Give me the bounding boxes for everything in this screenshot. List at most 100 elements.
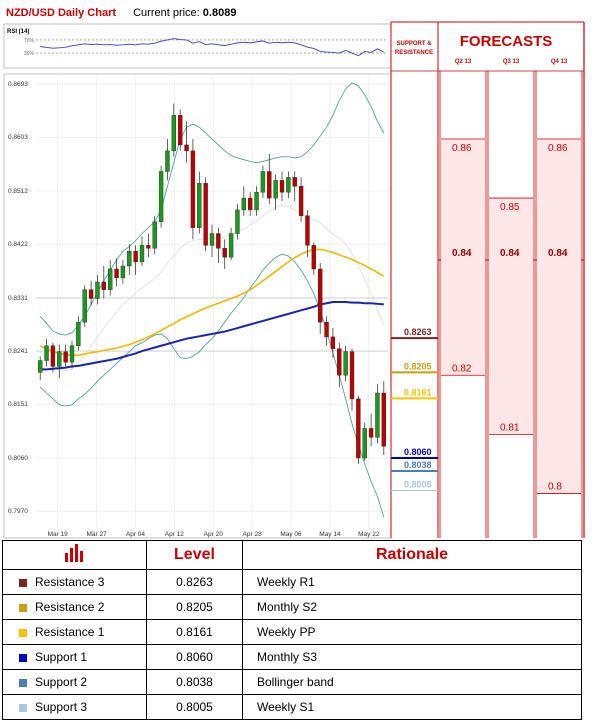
candle [216, 233, 221, 249]
level-name: Resistance 2 [35, 600, 105, 614]
level-name-cell: Resistance 2 [2, 594, 147, 620]
candle [57, 351, 62, 367]
forecast-consensus-value: 0.84 [452, 248, 472, 259]
sr-title: SUPPORT & [396, 41, 432, 47]
level-value: 0.8038 [146, 669, 243, 695]
levels-table: Level Rationale Resistance 3 0.8263 Weekly… [2, 540, 582, 720]
levels-body: Resistance 3 0.8263 Weekly R1 Resistance 2 0… [2, 569, 582, 720]
forecast-low-value: 0.82 [452, 363, 472, 374]
level-value: 0.8263 [146, 569, 243, 595]
levels-header-row: Level Rationale [2, 540, 582, 570]
y-tick-label: 0.8060 [8, 455, 28, 462]
levels-row: Support 2 0.8038 Bollinger band [2, 669, 582, 695]
candle [311, 245, 316, 270]
forecasts-title: FORECASTS [460, 33, 553, 50]
candle [209, 233, 215, 246]
chart-title: NZD/USD Daily Chart [6, 7, 117, 19]
candle [50, 345, 56, 367]
candle [241, 197, 246, 211]
candle [76, 321, 81, 346]
candle [127, 251, 132, 267]
sr-title: RESISTANCE [395, 50, 433, 56]
y-tick-label: 0.8603 [8, 134, 28, 141]
x-tick-label: May 14 [319, 531, 341, 538]
candle [248, 197, 253, 211]
rsi-tick: 30% [24, 51, 35, 57]
quarter-label: Q4 13 [551, 59, 568, 65]
candle [139, 245, 145, 263]
sr-level-label: 0.8060 [404, 447, 432, 457]
level-swatch [19, 703, 27, 712]
level-value: 0.8161 [146, 619, 243, 645]
price-frame [3, 73, 392, 539]
moving-average-blue [40, 301, 384, 371]
level-swatch [19, 578, 27, 587]
sr-level-label: 0.8205 [404, 361, 432, 371]
candle [343, 351, 348, 376]
candle [292, 177, 297, 187]
level-swatch [19, 603, 27, 612]
level-rationale: Monthly S3 [242, 644, 582, 670]
level-name-cell: Support 2 [2, 669, 147, 695]
level-name: Support 1 [35, 650, 88, 664]
candle [375, 392, 380, 438]
level-swatch [19, 678, 27, 687]
quarter-label: Q2 13 [455, 59, 472, 65]
x-tick-label: Apr 20 [204, 531, 224, 538]
y-tick-label: 0.8512 [8, 188, 28, 195]
candle [158, 171, 164, 222]
chart-area: RSI (14) 70% 30% 0.8693 0.8603 0.8512 0.8422 0.… [3, 21, 585, 539]
candle [69, 345, 75, 363]
level-value: 0.8005 [146, 694, 243, 720]
x-tick-label: May 22 [358, 531, 380, 538]
levels-row: Support 1 0.8060 Monthly S3 [2, 644, 582, 670]
candle [120, 265, 126, 279]
sr-level-label: 0.8161 [404, 387, 432, 397]
x-tick-label: Apr 28 [243, 531, 263, 538]
level-name: Support 2 [35, 675, 88, 689]
candle [190, 150, 196, 228]
candle [330, 336, 336, 349]
level-name: Support 3 [35, 700, 88, 714]
sr-level-label: 0.8263 [404, 327, 432, 337]
forecast-range [489, 198, 533, 435]
candle [228, 233, 234, 258]
y-tick-label: 0.8241 [8, 348, 28, 355]
rsi-line [40, 38, 385, 57]
quarter-label: Q3 13 [503, 59, 520, 65]
level-header: Level [146, 540, 243, 570]
candle [152, 221, 157, 249]
candle [63, 351, 68, 363]
candle [318, 268, 323, 323]
level-rationale: Monthly S2 [242, 594, 582, 620]
candle [254, 191, 259, 211]
candle [362, 428, 367, 459]
level-name: Resistance 3 [35, 575, 105, 589]
candle [324, 321, 329, 338]
level-name: Resistance 1 [35, 625, 105, 639]
candle [337, 348, 342, 376]
level-value: 0.8205 [146, 594, 243, 620]
level-value: 0.8060 [146, 644, 243, 670]
candle [88, 289, 94, 299]
candle [108, 268, 113, 290]
candle [101, 281, 106, 290]
rationale-header: Rationale [242, 540, 582, 570]
rsi-frame [3, 23, 392, 69]
forecast-high-value: 0.86 [452, 143, 472, 154]
y-tick-label: 0.8151 [8, 401, 28, 408]
candle [114, 268, 119, 279]
candle [203, 183, 208, 246]
levels-row: Resistance 2 0.8205 Monthly S2 [2, 594, 582, 620]
candle [368, 428, 374, 438]
rsi-tick: 70% [24, 38, 35, 44]
x-tick-label: Apr 04 [126, 531, 146, 538]
x-tick-label: Apr 12 [165, 531, 185, 538]
sr-level-label: 0.8005 [404, 479, 432, 489]
candle [260, 171, 266, 193]
candle [197, 183, 202, 228]
y-tick-label: 0.8422 [8, 241, 28, 248]
forecast-range [441, 139, 485, 376]
chart-header: NZD/USD Daily Chart Current price: 0.808… [6, 7, 236, 19]
levels-row: Resistance 1 0.8161 Weekly PP [2, 619, 582, 645]
